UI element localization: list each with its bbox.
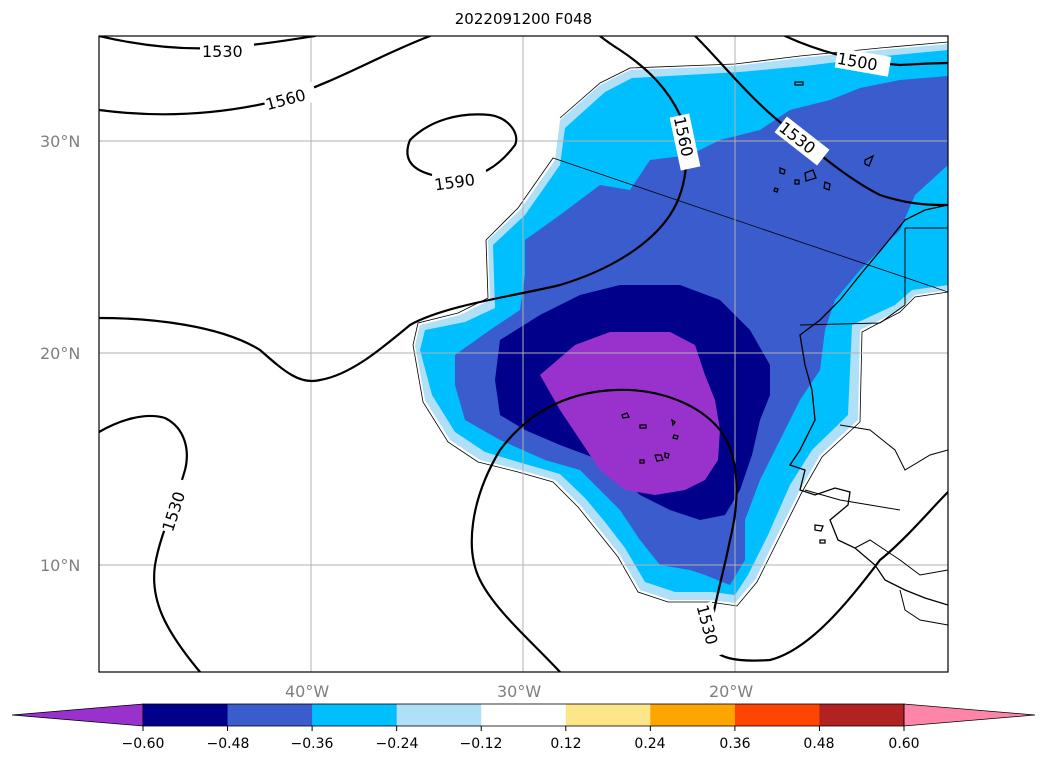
colorbar-cell	[481, 704, 567, 726]
lat-label-30n: 30°N	[40, 132, 80, 151]
lat-label-20n: 20°N	[40, 344, 80, 363]
colorbar-ticks: −0.60 −0.48 −0.36 −0.24 −0.12 0.12 0.24 …	[122, 736, 920, 752]
axis-labels: 30°N 20°N 10°N 40°W 30°W 20°W	[40, 132, 753, 701]
map-frame	[98, 35, 949, 673]
colorbar-extend-low	[11, 703, 144, 727]
cb-tick-3: −0.24	[376, 736, 419, 752]
colorbar-cell	[143, 704, 229, 726]
graticule	[99, 36, 948, 672]
contour-1500	[783, 36, 948, 67]
map-area: 1530 1560 1590 1560 1530 1500 1530 1530	[99, 36, 948, 672]
coastlines	[621, 81, 948, 626]
colorbar-cell	[565, 704, 651, 726]
cb-tick-2: −0.36	[291, 736, 334, 752]
contour-1560-main	[99, 36, 688, 383]
colorbar: −0.60 −0.48 −0.36 −0.24 −0.12 0.12 0.24 …	[11, 703, 1036, 752]
contour-label-1560-top: 1560	[264, 85, 308, 114]
contour-label-1530-west: 1530	[158, 489, 189, 534]
cb-tick-1: −0.48	[207, 736, 250, 752]
colorbar-cell	[819, 704, 905, 726]
cb-tick-7: 0.36	[719, 736, 750, 752]
colorbar-cell	[396, 704, 482, 726]
contour-label-1530-south: 1530	[693, 603, 722, 647]
contour-1530-west	[99, 414, 202, 672]
lat-label-10n: 10°N	[40, 556, 80, 575]
contour-1530-south	[470, 388, 948, 672]
lon-label-20w: 20°W	[709, 682, 753, 701]
cb-tick-8: 0.48	[803, 736, 834, 752]
colorbar-cell	[734, 704, 820, 726]
lon-label-30w: 30°W	[497, 682, 541, 701]
colorbar-cells	[143, 704, 905, 726]
cb-tick-6: 0.24	[634, 736, 665, 752]
contour-1590-cell	[406, 113, 518, 180]
colorbar-cell	[312, 704, 398, 726]
cb-tick-4: −0.12	[460, 736, 503, 752]
lon-label-40w: 40°W	[285, 682, 329, 701]
cb-tick-5: 0.12	[550, 736, 581, 752]
fill-purple	[540, 332, 720, 495]
cb-tick-9: 0.60	[888, 736, 919, 752]
map-title: 2022091200 F048	[454, 10, 593, 28]
cb-tick-0: −0.60	[122, 736, 165, 752]
colorbar-cell	[650, 704, 736, 726]
colorbar-extend-high	[903, 703, 1036, 727]
colorbar-cell	[227, 704, 313, 726]
contour-label-1530-top: 1530	[202, 42, 243, 61]
